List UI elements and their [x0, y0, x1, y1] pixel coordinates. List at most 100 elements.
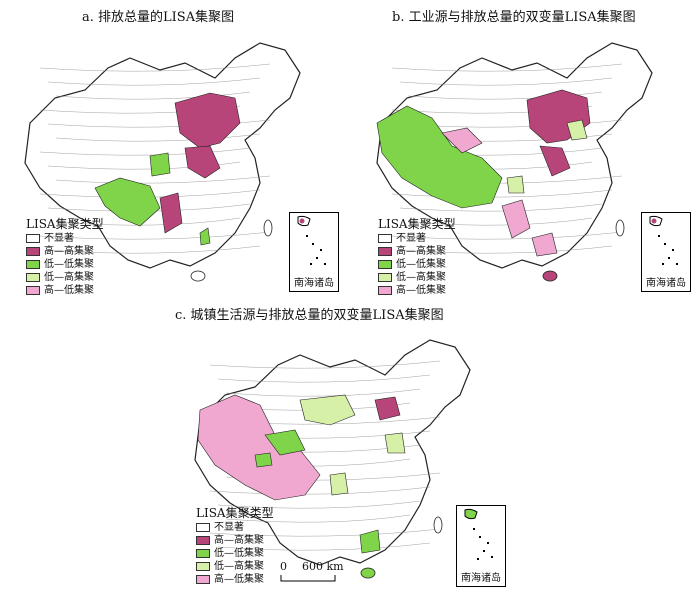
county-boundary [47, 77, 261, 86]
county-boundary [55, 217, 241, 226]
scale-bar: 0 600 km [280, 560, 352, 584]
cluster-region-high-low [441, 127, 483, 154]
inset-label: 南海诸岛 [646, 278, 686, 289]
legend-item: 低—高集聚 [26, 271, 104, 284]
county-boundary [217, 374, 431, 383]
cluster-region-high-high [184, 145, 221, 179]
panel-c-legend: LISA集聚类型 不显著 高—高集聚 低—低集聚 低—高集聚 高—低集聚 [196, 507, 274, 586]
county-boundary [399, 77, 613, 86]
cluster-region-low-low [359, 529, 381, 554]
swatch-not-significant [378, 234, 392, 243]
county-boundary [391, 63, 623, 72]
china-boundary [194, 339, 471, 566]
county-boundary [391, 231, 623, 240]
legend-item: 不显著 [378, 232, 456, 245]
cluster-region-low-high [299, 394, 356, 426]
county-boundary [39, 147, 251, 156]
swatch-low-low [26, 260, 40, 269]
legend-item: 高—低集聚 [26, 284, 104, 297]
hainan-island [360, 567, 376, 579]
cluster-region-low-low [149, 152, 171, 177]
legend-item: 不显著 [196, 521, 274, 534]
cluster-region-low-high [384, 432, 406, 454]
china-outline [194, 339, 471, 579]
hainan-island [542, 270, 558, 282]
swatch-high-high [196, 536, 210, 545]
scale-end: 600 km [302, 560, 344, 573]
inset-label: 南海诸岛 [294, 278, 334, 289]
taiwan-island [615, 219, 625, 237]
panel-b-inset: 南海诸岛 [641, 212, 691, 292]
taiwan-island [263, 219, 273, 237]
china-outline [376, 42, 653, 282]
cluster-region-low-low [94, 177, 161, 227]
scale-line [280, 575, 336, 582]
cluster-region-high-low [197, 394, 321, 501]
hainan-island [190, 270, 206, 282]
legend-title: LISA集聚类型 [196, 506, 274, 520]
county-boundary [407, 91, 603, 100]
cluster-region-low-low [264, 429, 306, 456]
cluster-region-low-low [199, 227, 211, 246]
china-outline [24, 42, 301, 282]
swatch-low-high [26, 273, 40, 282]
legend-item: 低—低集聚 [378, 258, 456, 271]
legend-title: LISA集聚类型 [378, 217, 456, 231]
legend-title: LISA集聚类型 [26, 217, 104, 231]
county-boundary [55, 133, 261, 142]
cluster-region-low-high [506, 175, 525, 194]
cluster-region-high-high [374, 396, 401, 421]
county-boundary [391, 189, 613, 198]
swatch-high-high [378, 247, 392, 256]
county-boundary [47, 245, 261, 254]
county-boundary [47, 119, 271, 128]
legend-item: 高—高集聚 [196, 534, 274, 547]
legend-item: 低—低集聚 [26, 258, 104, 271]
cluster-region-high-high [539, 145, 571, 177]
county-boundary [55, 91, 251, 100]
panel-a-map [24, 42, 301, 282]
panel-b-title: b. 工业源与排放总量的双变量LISA集聚图 [392, 10, 636, 25]
swatch-not-significant [196, 523, 210, 532]
scale-start: 0 [280, 560, 287, 573]
panel-a-inset: 南海诸岛 [289, 212, 339, 292]
swatch-high-low [26, 286, 40, 295]
swatch-not-significant [26, 234, 40, 243]
county-boundary [399, 245, 613, 254]
legend-item: 低—高集聚 [196, 560, 274, 573]
swatch-high-low [378, 286, 392, 295]
swatch-high-high [26, 247, 40, 256]
legend-item: 高—高集聚 [26, 245, 104, 258]
swatch-low-low [196, 549, 210, 558]
cluster-region-high-low [501, 199, 531, 239]
county-boundary [407, 217, 593, 226]
legend-item: 高—低集聚 [378, 284, 456, 297]
panel-b-map [376, 42, 653, 282]
panel-c-inset: 南海诸岛 [456, 505, 506, 587]
county-boundary [209, 528, 441, 537]
county-boundary [209, 360, 441, 369]
cluster-region-low-high [329, 472, 349, 496]
islands-icon [464, 508, 493, 560]
county-boundary [225, 388, 421, 397]
panel-a-title: a. 排放总量的LISA集聚图 [82, 10, 235, 25]
cluster-region-low-high [566, 119, 588, 141]
cluster-region-high-high [159, 192, 183, 234]
panel-b-legend: LISA集聚类型 不显著 高—高集聚 低—低集聚 低—高集聚 高—低集聚 [378, 218, 456, 297]
county-boundary [39, 63, 271, 72]
legend-item: 不显著 [26, 232, 104, 245]
cluster-region-high-high [174, 92, 241, 149]
legend-item: 低—高集聚 [378, 271, 456, 284]
county-boundary [217, 542, 431, 551]
swatch-low-low [378, 260, 392, 269]
legend-item: 高—低集聚 [196, 573, 274, 586]
cluster-region-low-low [376, 105, 503, 209]
cluster-region-high-low [531, 232, 558, 257]
county-boundary [39, 231, 271, 240]
county-boundary [209, 486, 431, 495]
swatch-low-high [378, 273, 392, 282]
county-boundary [217, 500, 421, 509]
islands-icon [649, 215, 678, 265]
county-boundary [225, 514, 411, 523]
taiwan-island [433, 516, 443, 534]
